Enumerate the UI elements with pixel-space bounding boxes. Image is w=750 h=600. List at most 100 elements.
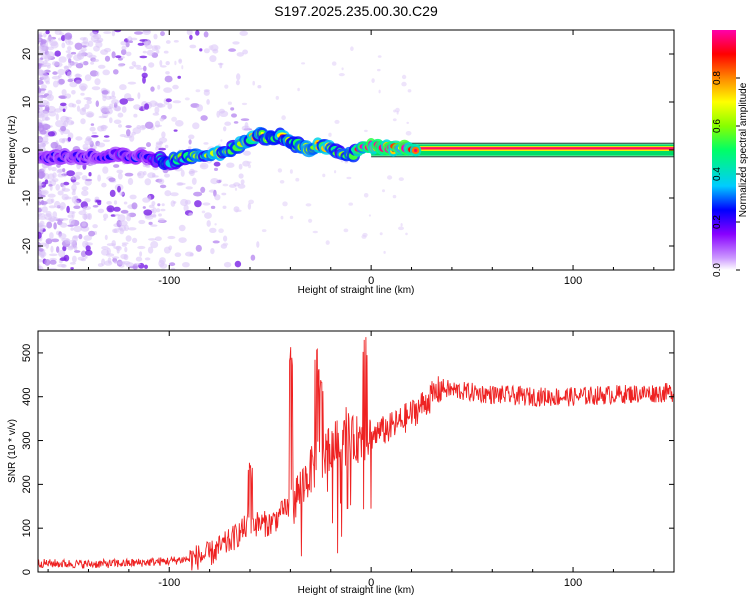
spectrogram-noise-blob bbox=[343, 228, 349, 233]
spectrogram-noise-blob bbox=[188, 139, 192, 145]
spectrogram-noise-blob bbox=[350, 46, 354, 51]
spectrogram-noise-blob bbox=[111, 30, 116, 37]
spectrogram-noise-blob bbox=[78, 233, 83, 240]
spectrogram-noise-blob bbox=[248, 164, 251, 169]
spectrogram-noise-blob bbox=[74, 250, 81, 253]
spectrogram-noise-blob bbox=[112, 228, 118, 233]
spectrogram-noise-blob bbox=[38, 185, 43, 190]
spectrogram-noise-blob bbox=[371, 78, 375, 83]
spectrogram-noise-blob bbox=[157, 103, 166, 108]
spectrogram-noise-blob bbox=[144, 103, 150, 110]
spectrogram-noise-blob bbox=[40, 44, 49, 52]
spectrogram-noise-blob bbox=[232, 41, 240, 45]
spectrogram-noise-blob bbox=[119, 98, 128, 105]
spectrogram-noise-blob bbox=[184, 97, 190, 101]
spectrogram-noise-blob bbox=[158, 259, 165, 267]
spectrogram-noise-blob bbox=[209, 55, 217, 63]
spectrogram-noise-blob bbox=[203, 48, 210, 54]
spectrogram-noise-blob bbox=[61, 193, 69, 201]
spectrogram-noise-blob bbox=[72, 188, 76, 193]
spectrogram-noise-blob bbox=[120, 41, 127, 46]
spectrogram-noise-blob bbox=[192, 122, 200, 130]
spectrogram-noise-blob bbox=[63, 254, 70, 262]
spectrogram-noise-blob bbox=[137, 92, 141, 100]
spectrogram-noise-blob bbox=[212, 48, 219, 54]
spectrogram-noise-blob bbox=[120, 56, 125, 59]
spectrogram-noise-blob bbox=[41, 116, 45, 122]
spectrogram-noise-blob bbox=[133, 104, 141, 110]
spectrogram-noise-blob bbox=[195, 89, 201, 93]
spectrogram-noise-blob bbox=[57, 173, 65, 178]
spectrogram-noise-blob bbox=[322, 173, 326, 178]
spectrogram-noise-blob bbox=[220, 139, 223, 142]
spectrogram-noise-blob bbox=[113, 200, 118, 205]
spectrogram-noise-blob bbox=[151, 45, 158, 52]
spectrogram-noise-blob bbox=[173, 40, 179, 43]
spectrogram-noise-blob bbox=[88, 230, 96, 237]
spectrogram-noise-blob bbox=[111, 90, 116, 97]
spectrogram-noise-blob bbox=[223, 235, 228, 242]
spectrogram-xlabel: Height of straight line (km) bbox=[298, 285, 415, 296]
spectrogram-noise-blob bbox=[221, 192, 227, 196]
spectrogram-noise-blob bbox=[297, 87, 300, 92]
spectrogram-noise-blob bbox=[72, 181, 80, 186]
spectrogram-noise-blob bbox=[64, 93, 72, 99]
spectrogram-noise-blob bbox=[400, 223, 403, 227]
spectrogram-noise-blob bbox=[210, 248, 215, 255]
spectrogram-noise-blob bbox=[280, 215, 284, 220]
spectrogram-noise-blob bbox=[82, 206, 87, 212]
spectrogram-noise-blob bbox=[102, 139, 111, 143]
colorbar-tick-label: 0.4 bbox=[712, 167, 723, 181]
spectrogram-noise-blob bbox=[40, 39, 47, 44]
spectrogram-noise-blob bbox=[119, 84, 127, 91]
spectrogram-noise-blob bbox=[295, 177, 300, 182]
spectrogram-noise-blob bbox=[42, 60, 48, 64]
spectrogram-noise-blob bbox=[183, 204, 189, 212]
spectrogram-noise-blob bbox=[252, 80, 255, 86]
spectrogram-noise-blob bbox=[67, 71, 72, 78]
spectrogram-noise-blob bbox=[223, 126, 227, 132]
spectrogram-noise-blob bbox=[101, 90, 109, 95]
colorbar-label: Normalized spectral amplitude bbox=[738, 82, 749, 217]
spectrogram-noise-blob bbox=[168, 245, 173, 251]
spectrogram-noise-blob bbox=[163, 87, 173, 93]
y-tick-label: 200 bbox=[21, 475, 33, 493]
spectrogram-noise-blob bbox=[218, 228, 224, 233]
spectrogram-noise-blob bbox=[83, 97, 92, 100]
spectrogram-noise-blob bbox=[137, 171, 145, 179]
spectrogram-noise-blob bbox=[131, 61, 137, 67]
spectrogram-noise-blob bbox=[121, 45, 127, 51]
spectrogram-noise-blob bbox=[146, 49, 154, 56]
spectrogram-noise-blob bbox=[126, 97, 135, 102]
spectrogram-noise-blob bbox=[407, 89, 412, 93]
spectrogram-noise-blob bbox=[75, 175, 81, 180]
spectrogram-noise-blob bbox=[97, 200, 102, 206]
spectrogram-noise-blob bbox=[175, 120, 184, 127]
spectrogram-noise-blob bbox=[53, 222, 57, 230]
spectrogram-noise-blob bbox=[240, 118, 250, 121]
spectrogram-noise-blob bbox=[159, 60, 163, 66]
spectrogram-noise-blob bbox=[106, 107, 113, 115]
spectrogram-noise-blob bbox=[123, 224, 129, 232]
snr-panel: -100 0 100 0 100 200 300 400 500 Height of strai… bbox=[7, 330, 675, 596]
spectrogram-noise-blob bbox=[169, 262, 176, 267]
spectrogram-noise-blob bbox=[54, 200, 61, 209]
y-tick-label: -10 bbox=[21, 190, 33, 206]
spectrogram-noise-blob bbox=[102, 95, 107, 102]
spectrogram-noise-blob bbox=[312, 230, 318, 234]
spectrogram-noise-blob bbox=[45, 238, 53, 245]
spectrogram-noise-blob bbox=[123, 201, 128, 205]
spectrogram-noise-blob bbox=[164, 190, 172, 197]
spectrogram-noise-blob bbox=[46, 36, 54, 43]
spectrogram-noise-blob bbox=[84, 198, 91, 203]
colorbar-tick-label: 0.6 bbox=[712, 119, 723, 133]
spectrogram-noise-blob bbox=[41, 181, 47, 188]
spectrogram-noise-blob bbox=[161, 131, 166, 138]
spectrogram-noise-blob bbox=[141, 72, 148, 79]
spectrogram-noise-blob bbox=[101, 182, 107, 188]
spectrogram-noise-blob bbox=[160, 208, 166, 212]
snr-frame bbox=[37, 330, 675, 573]
spectrogram-noise-blob bbox=[348, 202, 354, 206]
spectrogram-noise-blob bbox=[196, 104, 203, 112]
spectrogram-noise-blob bbox=[382, 189, 385, 193]
